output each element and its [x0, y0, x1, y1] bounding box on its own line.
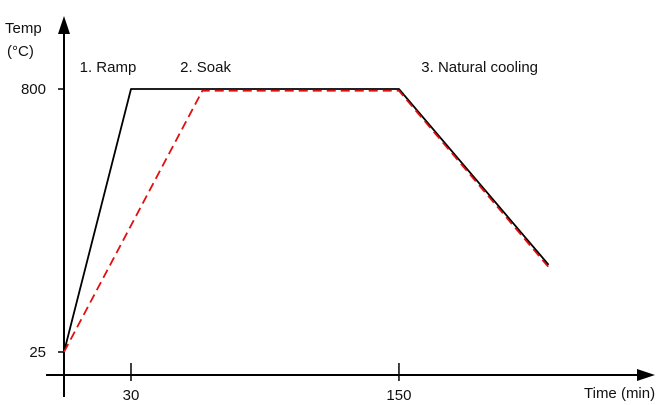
- x-axis-title: Time (min): [584, 385, 655, 402]
- x-tick-label: 30: [123, 387, 140, 404]
- phase-label: 1. Ramp: [80, 59, 137, 76]
- y-axis-title-line2: (°C): [7, 43, 34, 60]
- y-axis-title-line1: Temp: [5, 20, 42, 37]
- series-line-1: [63, 89, 550, 353]
- y-tick-label: 25: [29, 344, 46, 361]
- x-tick-label: 150: [386, 387, 411, 404]
- phase-label: 3. Natural cooling: [421, 59, 538, 76]
- series-line-0: [63, 88, 550, 353]
- y-tick-label: 800: [21, 81, 46, 98]
- x-axis-arrow-icon: [637, 369, 655, 381]
- y-axis-arrow-icon: [58, 16, 70, 34]
- phase-label: 2. Soak: [180, 59, 231, 76]
